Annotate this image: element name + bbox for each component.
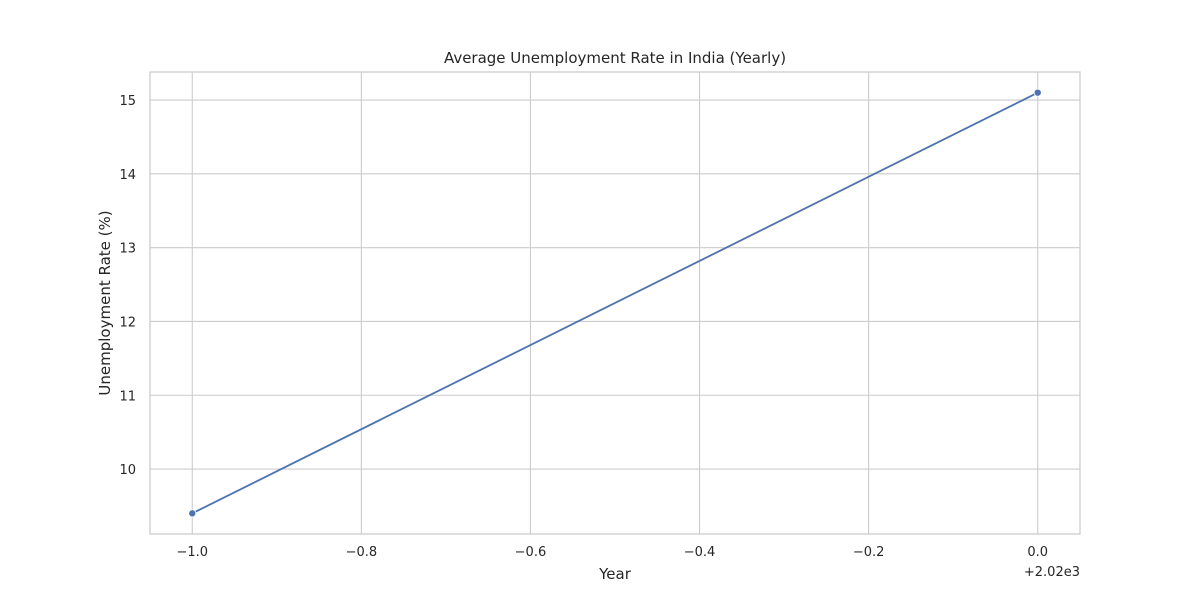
data-point bbox=[1033, 88, 1042, 97]
x-tick-label: 0.0 bbox=[1027, 545, 1048, 560]
grid bbox=[150, 72, 1080, 534]
x-axis-ticks: −1.0 −0.8 −0.6 −0.4 −0.2 0.0 bbox=[176, 545, 1048, 560]
x-tick-label: −1.0 bbox=[176, 545, 208, 560]
y-axis-ticks: 10 11 12 13 14 15 bbox=[119, 94, 136, 478]
y-axis-title: Unemployment Rate (%) bbox=[96, 210, 114, 395]
plot-frame bbox=[149, 71, 1081, 535]
y-tick-label: 12 bbox=[119, 315, 136, 330]
y-tick-label: 14 bbox=[119, 168, 136, 183]
x-tick-label: −0.6 bbox=[515, 545, 547, 560]
x-tick-label: −0.2 bbox=[853, 545, 885, 560]
y-tick-label: 11 bbox=[119, 389, 136, 404]
x-tick-label: −0.4 bbox=[684, 545, 716, 560]
series-line-0 bbox=[191, 91, 1039, 515]
x-axis-title: Year bbox=[598, 565, 632, 583]
x-axis-offset-label: +2.02e3 bbox=[1024, 565, 1080, 580]
chart-title: Average Unemployment Rate in India (Year… bbox=[444, 49, 786, 67]
y-tick-label: 15 bbox=[119, 94, 136, 109]
y-tick-label: 13 bbox=[119, 242, 136, 257]
y-tick-label: 10 bbox=[119, 463, 136, 478]
series-layer bbox=[188, 88, 1042, 518]
x-tick-label: −0.8 bbox=[346, 545, 378, 560]
data-point bbox=[188, 509, 197, 518]
